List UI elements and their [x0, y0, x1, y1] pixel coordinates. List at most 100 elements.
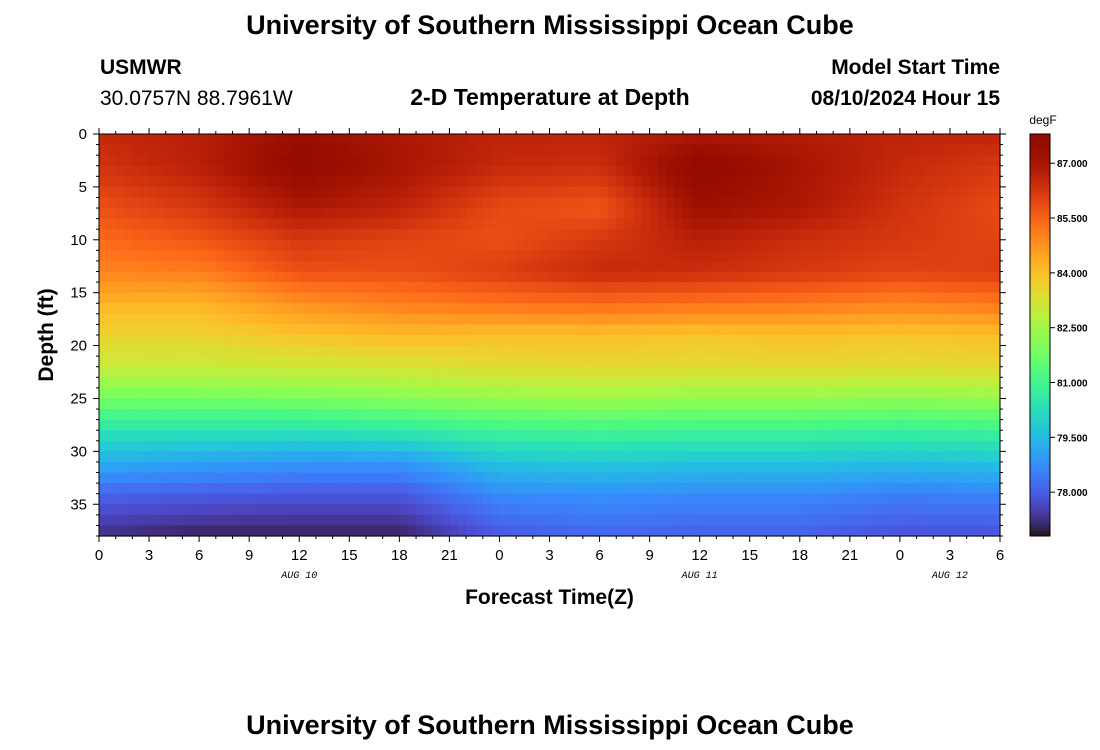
heatmap-cell	[124, 208, 133, 220]
heatmap-cell	[165, 197, 175, 209]
heatmap-cell	[866, 260, 876, 273]
heatmap-cell	[249, 504, 259, 516]
heatmap-cell	[340, 271, 350, 283]
heatmap-cell	[824, 440, 834, 452]
heatmap-cell	[340, 186, 350, 199]
heatmap-cell	[924, 176, 934, 188]
heatmap-cell	[282, 387, 292, 400]
heatmap-cell	[549, 387, 559, 400]
heatmap-cell	[883, 525, 893, 537]
heatmap-cell	[424, 197, 434, 209]
heatmap-cell	[357, 419, 367, 431]
heatmap-cell	[424, 324, 434, 336]
heatmap-cell	[716, 409, 726, 421]
heatmap-cell	[582, 292, 592, 304]
heatmap-cell	[599, 398, 609, 410]
heatmap-cell	[632, 356, 642, 368]
heatmap-cell	[632, 186, 642, 199]
heatmap-cell	[766, 176, 776, 188]
heatmap-cell	[407, 155, 417, 167]
heatmap-cell	[799, 419, 809, 431]
heatmap-cell	[482, 483, 492, 495]
heatmap-cell	[99, 186, 108, 199]
heatmap-cell	[399, 282, 409, 294]
heatmap-cell	[616, 483, 626, 495]
heatmap-cell	[883, 504, 893, 516]
heatmap-cell	[257, 483, 267, 495]
heatmap-cell	[566, 387, 576, 400]
heatmap-cell	[532, 324, 542, 336]
heatmap-cell	[566, 461, 576, 474]
heatmap-cell	[224, 419, 234, 431]
heatmap-cell	[824, 271, 834, 283]
heatmap-cell	[432, 345, 442, 357]
heatmap-cell	[716, 387, 726, 400]
heatmap-cell	[724, 134, 734, 146]
heatmap-cell	[566, 134, 576, 146]
heatmap-cell	[324, 165, 334, 177]
heatmap-cell	[941, 356, 951, 368]
heatmap-cell	[941, 398, 951, 410]
heatmap-cell	[958, 303, 968, 315]
heatmap-cell	[557, 271, 567, 283]
heatmap-cell	[649, 440, 659, 452]
heatmap-cell	[516, 472, 526, 484]
heatmap-cell	[307, 134, 317, 146]
heatmap-cell	[466, 377, 476, 389]
heatmap-cell	[207, 239, 217, 251]
heatmap-cell	[215, 176, 225, 188]
heatmap-cell	[466, 514, 476, 527]
heatmap-cell	[340, 472, 350, 484]
heatmap-cell	[282, 292, 292, 304]
heatmap-cell	[466, 504, 476, 516]
heatmap-cell	[299, 398, 309, 410]
heatmap-cell	[249, 260, 259, 273]
heatmap-cell	[741, 398, 751, 410]
heatmap-cell	[858, 504, 868, 516]
heatmap-cell	[624, 398, 634, 410]
heatmap-cell	[666, 313, 676, 326]
heatmap-cell	[749, 260, 759, 273]
heatmap-cell	[516, 514, 526, 527]
heatmap-cell	[382, 472, 392, 484]
heatmap-cell	[883, 398, 893, 410]
heatmap-cell	[315, 324, 325, 336]
heatmap-cell	[299, 239, 309, 251]
heatmap-cell	[566, 483, 576, 495]
heatmap-cell	[808, 197, 818, 209]
heatmap-cell	[182, 356, 192, 368]
heatmap-cell	[908, 356, 918, 368]
heatmap-cell	[641, 239, 651, 251]
heatmap-cell	[858, 208, 868, 220]
heatmap-cell	[524, 366, 534, 378]
heatmap-cell	[441, 144, 450, 156]
heatmap-cell	[949, 483, 959, 495]
heatmap-cell	[449, 144, 459, 156]
heatmap-cell	[432, 208, 442, 220]
heatmap-cell	[758, 419, 767, 431]
heatmap-cell	[390, 218, 400, 230]
model-start-label: Model Start Time	[831, 56, 1000, 79]
heatmap-cell	[541, 430, 551, 442]
heatmap-cell	[390, 461, 400, 474]
heatmap-cell	[599, 144, 609, 156]
heatmap-cell	[149, 409, 158, 421]
heatmap-cell	[874, 483, 884, 495]
heatmap-cell	[741, 440, 751, 452]
heatmap-cell	[307, 176, 317, 188]
heatmap-cell	[758, 282, 767, 294]
heatmap-cell	[340, 419, 350, 431]
heatmap-cell	[607, 451, 617, 463]
heatmap-cell	[799, 229, 809, 241]
heatmap-cell	[783, 239, 793, 251]
heatmap-cell	[165, 504, 175, 516]
heatmap-cell	[466, 165, 476, 177]
heatmap-cell	[632, 483, 642, 495]
heatmap-cell	[224, 483, 234, 495]
heatmap-cell	[632, 335, 642, 347]
heatmap-cell	[482, 440, 492, 452]
heatmap-cell	[365, 419, 375, 431]
heatmap-cell	[157, 282, 167, 294]
heatmap-cell	[616, 250, 626, 262]
heatmap-cell	[716, 239, 726, 251]
